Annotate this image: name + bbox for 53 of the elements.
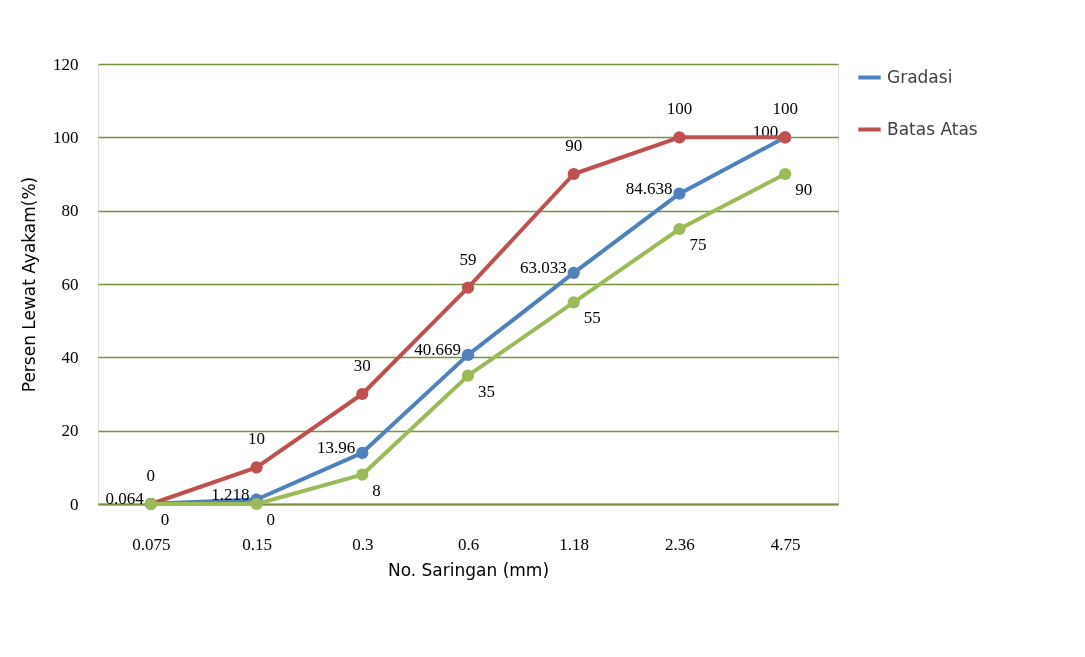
x-tick-label: 1.18 <box>559 534 590 554</box>
point <box>461 281 475 294</box>
data-label: 8 <box>372 480 381 500</box>
data-label: 0 <box>146 466 156 485</box>
x-tick-label: 0.15 <box>242 534 272 554</box>
data-label: 1.218 <box>211 484 250 504</box>
y-tick-label: 20 <box>61 421 79 441</box>
point <box>356 387 369 401</box>
x-axis-title: No. Saringan (mm) <box>387 559 550 580</box>
x-tick-label: 0.6 <box>457 534 480 554</box>
data-label: 30 <box>353 356 371 375</box>
data-label: 0 <box>160 510 170 529</box>
y-tick-label: 100 <box>53 127 79 147</box>
data-label: 75 <box>689 235 707 254</box>
y-tick-label: 80 <box>61 201 79 221</box>
point <box>250 461 263 474</box>
data-label: 10 <box>248 429 266 449</box>
point <box>356 446 369 459</box>
y-tick-label: 120 <box>53 54 79 74</box>
y-axis-title: Persen Lewat Ayakam(%) <box>19 176 39 393</box>
point <box>461 348 475 361</box>
data-label: 84.638 <box>625 178 673 198</box>
point <box>673 131 686 144</box>
data-label: 100 <box>772 99 798 119</box>
point <box>567 296 580 309</box>
y-tick-label: 0 <box>70 494 79 514</box>
data-label: 13.96 <box>317 437 356 457</box>
point <box>673 222 686 236</box>
point <box>461 369 475 382</box>
data-label: 55 <box>583 308 601 328</box>
y-tick-label: 60 <box>61 274 79 294</box>
y-tick-label: 40 <box>61 347 79 367</box>
legend-label: Gradasi <box>887 66 953 87</box>
data-label: 100 <box>666 99 693 119</box>
data-label: 59 <box>459 249 477 269</box>
data-label: 90 <box>795 180 813 199</box>
point <box>250 497 263 511</box>
x-tick-label: 4.75 <box>770 534 801 554</box>
data-label: 63.033 <box>519 257 567 277</box>
point <box>356 468 369 481</box>
data-label: 90 <box>565 136 583 155</box>
x-tick-label: 0.075 <box>132 534 171 554</box>
point <box>567 266 580 279</box>
x-tick-label: 2.36 <box>665 534 695 554</box>
data-label: 0.064 <box>105 488 145 508</box>
data-label: 40.669 <box>414 339 461 359</box>
x-tick-label: 0.3 <box>352 534 374 554</box>
point <box>779 167 792 181</box>
point <box>567 167 580 181</box>
point <box>673 187 686 200</box>
legend-label: Batas Atas <box>887 118 978 139</box>
data-label: 35 <box>478 381 495 401</box>
data-label: 0 <box>266 510 276 529</box>
